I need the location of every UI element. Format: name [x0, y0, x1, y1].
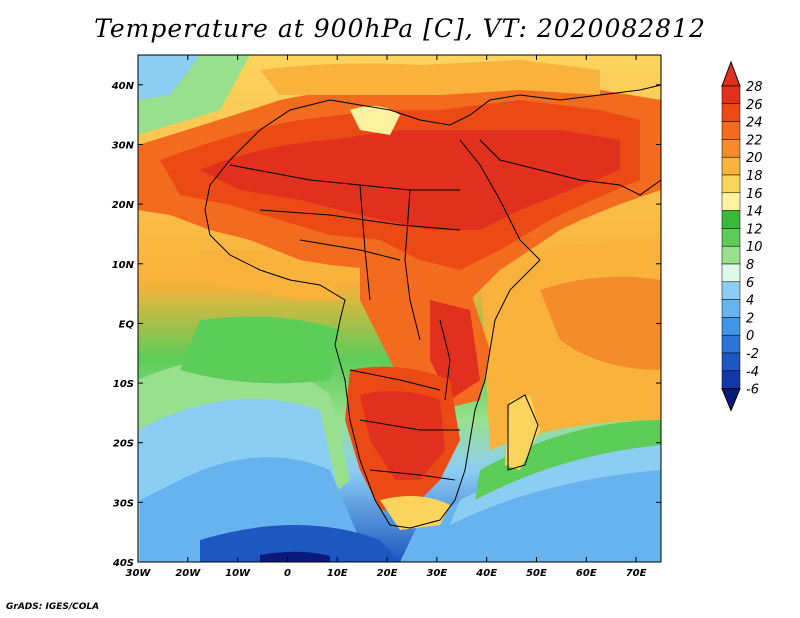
lon-tick-label: 20W: [175, 568, 201, 579]
lon-tick-label: 40E: [475, 568, 497, 579]
colorbar-label: 8: [746, 258, 754, 273]
lat-tick-label: EQ: [119, 319, 135, 330]
colorbar-swatch: [721, 103, 741, 122]
map-title: Temperature at 900hPa [C], VT: 202008281…: [94, 14, 706, 43]
colorbar-label: 28: [746, 80, 763, 95]
colorbar-label: 24: [746, 116, 763, 131]
lat-tick-label: 30S: [113, 498, 134, 509]
colorbar-swatch: [721, 281, 741, 300]
colorbar-swatch: [721, 139, 741, 158]
lon-tick-label: 50E: [526, 568, 547, 579]
colorbar-swatch: [721, 370, 741, 389]
colorbar-bottom-arrow: [721, 388, 741, 412]
temperature-field: [138, 55, 661, 562]
colorbar-label: 6: [746, 276, 754, 291]
lat-tick-label: 30N: [112, 140, 135, 151]
colorbar-label: -2: [746, 347, 759, 362]
colorbar-label: 0: [746, 329, 754, 344]
coastlines: [204, 84, 662, 529]
colorbar-swatch: [721, 174, 741, 194]
colorbar-label: 2: [746, 311, 754, 326]
lon-tick-label: 20E: [377, 568, 398, 579]
colorbar-label: -6: [746, 383, 759, 398]
lat-tick-label: 20S: [113, 439, 134, 450]
colorbar-label: 26: [746, 98, 763, 113]
colorbar-label: 14: [746, 205, 763, 220]
colorbar-swatch: [721, 334, 741, 354]
colorbar-swatch: [721, 299, 741, 318]
latitude-axis: 40N 30N 20N 10N EQ 10S 20S 30S 40S: [111, 81, 661, 569]
colorbar-label: 10: [746, 240, 763, 255]
colorbar-label: 4: [746, 294, 754, 309]
colorbar-swatch: [721, 85, 741, 105]
colorbar-top-arrow: [721, 60, 741, 87]
colorbar-swatch: [721, 228, 741, 247]
colorbar-label: 18: [746, 169, 763, 184]
colorbar-label: 22: [746, 133, 763, 148]
grads-credit: GrADS: IGES/COLA: [6, 602, 100, 612]
lat-tick-label: 20N: [112, 200, 135, 211]
lon-tick-label: 30W: [126, 568, 152, 579]
lat-tick-label: 40S: [112, 558, 134, 569]
colorbar-swatch: [721, 156, 741, 176]
lon-tick-label: 10E: [327, 568, 348, 579]
lon-tick-label: 10W: [225, 568, 251, 579]
colorbar-label: 12: [746, 222, 763, 237]
colorbar-swatch: [721, 192, 741, 211]
lon-tick-label: 60E: [576, 568, 597, 579]
lon-tick-label: 70E: [626, 568, 647, 579]
colorbar-swatch: [721, 352, 741, 372]
colorbar-swatch: [721, 263, 741, 283]
colorbar-swatch: [721, 245, 741, 265]
colorbar-label: -4: [746, 365, 759, 380]
colorbar-swatch: [721, 210, 741, 229]
longitude-axis: 30W 20W 10W 0 10E 20E 30E 40E 50E 60E 70E: [126, 55, 647, 579]
colorbar-label: 20: [746, 151, 763, 166]
map-frame: [137, 54, 662, 563]
lat-tick-label: 10N: [112, 260, 135, 271]
colorbar-label: 16: [746, 187, 763, 202]
colorbar-swatch: [721, 317, 741, 336]
colorbar-swatch: [721, 121, 741, 140]
lat-tick-label: 40N: [111, 81, 135, 92]
lon-tick-label: 30E: [426, 568, 447, 579]
lat-tick-label: 10S: [113, 379, 134, 390]
lon-tick-label: 0: [284, 568, 291, 579]
